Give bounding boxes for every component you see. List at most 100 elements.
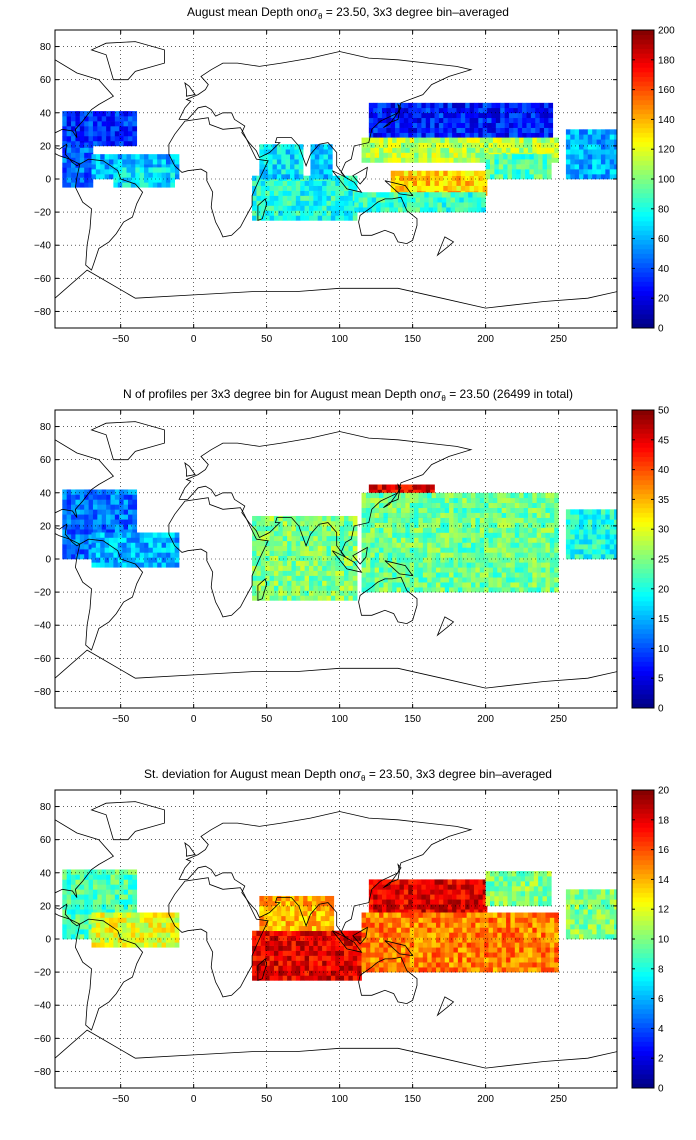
- heatmap-cell: [75, 509, 81, 515]
- heatmap-cell: [408, 889, 413, 895]
- heatmap-cell: [335, 965, 340, 971]
- heatmap-cell: [471, 497, 476, 504]
- heatmap-cell: [348, 595, 354, 601]
- colorbar-segment: [632, 262, 654, 268]
- heatmap-cell: [510, 502, 516, 508]
- heatmap-cell: [383, 952, 389, 958]
- heatmap-cell: [379, 137, 384, 143]
- heatmap-cell: [335, 175, 340, 181]
- heatmap-cell: [287, 520, 292, 527]
- heatmap-cell: [174, 937, 180, 943]
- heatmap-cell: [396, 962, 402, 968]
- heatmap-cell: [487, 132, 492, 138]
- heatmap-cell: [170, 167, 175, 173]
- heatmap-cell: [91, 927, 97, 933]
- heatmap-cell: [348, 940, 354, 946]
- heatmap-cell: [387, 582, 393, 588]
- heatmap-cell: [565, 554, 571, 560]
- heatmap-cell: [412, 122, 418, 128]
- heatmap-cell: [374, 947, 380, 953]
- heatmap-cell: [348, 935, 354, 941]
- heatmap-cell: [278, 565, 284, 571]
- heatmap-cell: [373, 899, 378, 905]
- heatmap-cell: [592, 524, 597, 530]
- heatmap-cell: [514, 572, 520, 578]
- heatmap-cell: [114, 884, 120, 890]
- heatmap-cell: [110, 524, 116, 530]
- heatmap-cell: [379, 937, 384, 943]
- heatmap-cell: [443, 175, 448, 181]
- y-tick-label: 40: [40, 488, 52, 499]
- heatmap-cell: [79, 534, 85, 540]
- heatmap-cell: [373, 909, 378, 915]
- heatmap-cell: [165, 552, 171, 558]
- heatmap-cell: [88, 147, 94, 153]
- heatmap-cell: [100, 937, 105, 943]
- heatmap-cell: [380, 192, 386, 198]
- heatmap-cell: [431, 552, 437, 558]
- heatmap-cell: [92, 140, 98, 147]
- heatmap-cell: [390, 484, 396, 490]
- heatmap-cell: [570, 529, 575, 535]
- heatmap-cell: [130, 547, 136, 553]
- heatmap-cell: [374, 582, 380, 588]
- heatmap-cell: [425, 909, 431, 915]
- heatmap-cell: [291, 530, 297, 537]
- heatmap-cell: [317, 190, 323, 196]
- heatmap-cell: [396, 512, 402, 518]
- heatmap-cell: [348, 215, 354, 221]
- heatmap-cell: [379, 152, 384, 158]
- heatmap-cell: [490, 169, 495, 175]
- heatmap-cell: [265, 180, 270, 186]
- heatmap-cell: [539, 117, 545, 124]
- heatmap-cell: [431, 587, 437, 593]
- heatmap-cell: [282, 975, 288, 981]
- heatmap-cell: [392, 147, 397, 153]
- heatmap-cell: [475, 152, 481, 158]
- heatmap-cell: [106, 884, 111, 890]
- heatmap-cell: [544, 132, 549, 138]
- heatmap-cell: [421, 102, 427, 109]
- heatmap-cell: [545, 522, 551, 528]
- heatmap-cell: [316, 895, 321, 902]
- heatmap-cell: [265, 550, 270, 556]
- heatmap-cell: [71, 929, 76, 935]
- heatmap-cell: [62, 894, 67, 900]
- heatmap-cell: [411, 207, 416, 213]
- heatmap-cell: [322, 530, 327, 537]
- heatmap-cell: [79, 884, 85, 890]
- heatmap-cell: [450, 197, 456, 203]
- heatmap-cell: [88, 167, 94, 173]
- heatmap-cell: [587, 529, 593, 535]
- heatmap-cell: [466, 572, 472, 578]
- heatmap-cell: [344, 580, 349, 586]
- heatmap-cell: [272, 174, 278, 180]
- heatmap-cell: [497, 517, 502, 523]
- heatmap-cell: [79, 544, 85, 550]
- heatmap-cell: [409, 967, 415, 973]
- heatmap-cell: [418, 567, 424, 573]
- heatmap-cell: [383, 587, 389, 593]
- heatmap-cell: [294, 144, 300, 150]
- heatmap-cell: [434, 132, 440, 138]
- heatmap-cell: [127, 529, 133, 535]
- heatmap-cell: [381, 904, 387, 910]
- heatmap-cell: [605, 134, 610, 140]
- heatmap-cell: [570, 159, 575, 165]
- heatmap-cell: [265, 545, 270, 552]
- colorbar-segment: [632, 272, 654, 278]
- heatmap-cell: [501, 552, 507, 558]
- heatmap-cell: [287, 525, 292, 532]
- heatmap-cell: [609, 134, 615, 140]
- x-tick-label: 50: [261, 334, 273, 345]
- heatmap-cell: [449, 572, 454, 578]
- heatmap-cell: [488, 507, 494, 513]
- heatmap-cell: [466, 507, 472, 513]
- heatmap-cell: [473, 180, 479, 186]
- heatmap-cell: [417, 132, 422, 138]
- heatmap-cell: [314, 169, 320, 175]
- heatmap-cell: [614, 159, 617, 165]
- heatmap-cell: [71, 514, 76, 520]
- heatmap-cell: [317, 545, 323, 552]
- heatmap-cell: [370, 962, 375, 968]
